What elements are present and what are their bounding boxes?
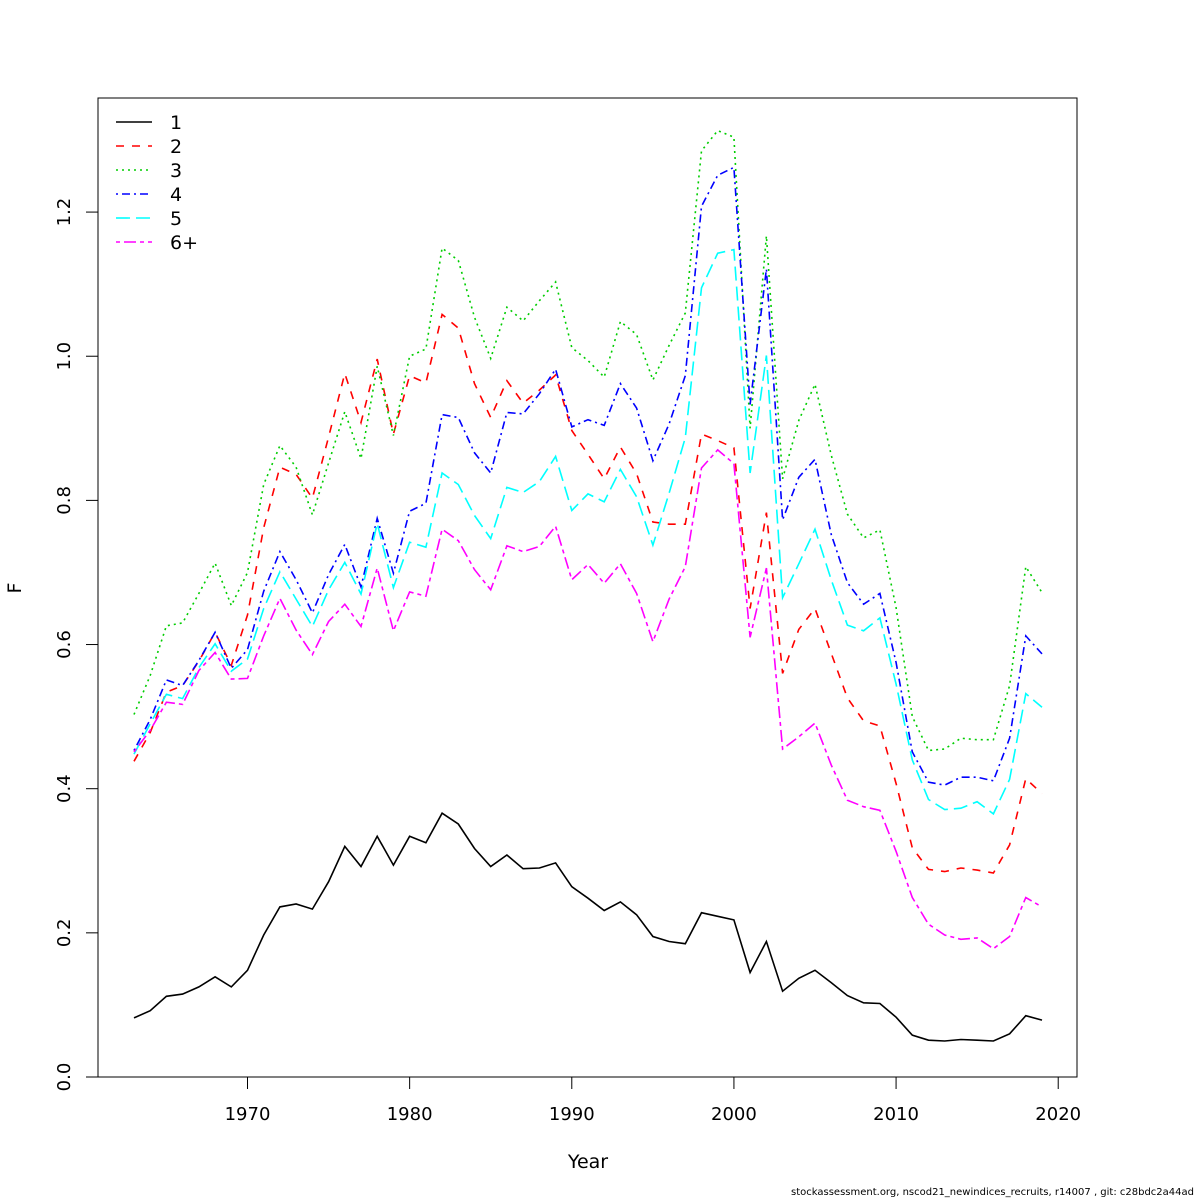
x-tick-label: 2020	[1035, 1104, 1081, 1125]
footer-credit: stockassessment.org, nscod21_newindices_…	[791, 1187, 1194, 1198]
series-line-6	[133, 448, 1043, 950]
y-tick-label: 1.2	[54, 198, 75, 227]
y-tick-label: 1.0	[54, 342, 75, 371]
legend-label: 3	[170, 160, 182, 182]
plot-box	[97, 97, 1078, 1078]
x-tick-label: 1970	[225, 1104, 271, 1125]
legend-label: 6+	[170, 232, 198, 254]
legend-label: 5	[170, 208, 182, 230]
y-tick-label: 0.4	[54, 774, 75, 803]
legend-label: 2	[170, 136, 182, 158]
axes: 1970 1980 1990 2000 2010 2020 0.0 0.2 0.4 0.6 0.8 1…	[54, 198, 1081, 1125]
series-line-1	[133, 812, 1043, 1042]
series-lines	[133, 129, 1043, 1042]
x-tick-label: 2000	[711, 1104, 757, 1125]
y-tick-label: 0.6	[54, 630, 75, 659]
series-line-5	[133, 248, 1043, 816]
series-line-3	[133, 129, 1043, 752]
y-tick-label: 0.2	[54, 919, 75, 948]
y-tick-label: 0.8	[54, 486, 75, 515]
x-tick-label: 1980	[387, 1104, 433, 1125]
series-line-2	[133, 312, 1043, 874]
y-axis-title: F	[4, 583, 26, 594]
legend-label: 4	[170, 184, 182, 206]
x-tick-label: 1990	[549, 1104, 595, 1125]
x-axis-title: Year	[567, 1151, 608, 1173]
x-tick-label: 2010	[873, 1104, 919, 1125]
legend-label: 1	[170, 112, 182, 134]
series-line-4	[133, 166, 1043, 786]
y-tick-label: 0.0	[54, 1063, 75, 1092]
